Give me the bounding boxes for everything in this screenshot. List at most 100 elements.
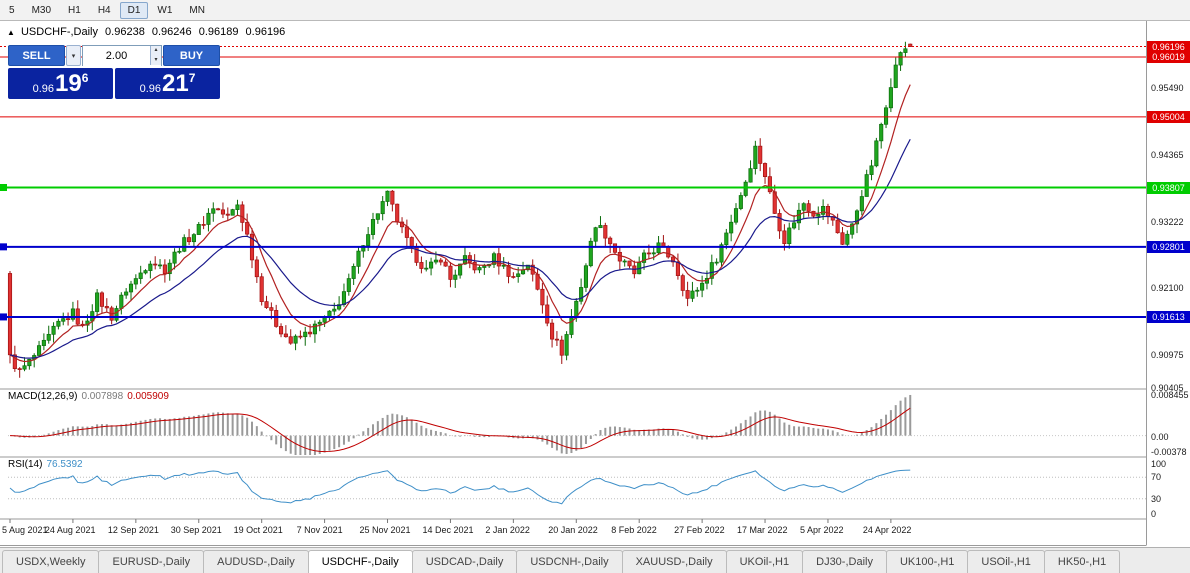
tab-usdx-weekly[interactable]: USDX,Weekly [2, 550, 100, 573]
candle-body [157, 264, 163, 267]
candle-body [806, 203, 811, 212]
volume-control[interactable]: ▴ ▾ [82, 45, 162, 66]
candle-body [269, 307, 274, 311]
tab-eurusd-daily[interactable]: EURUSD-,Daily [98, 550, 205, 573]
volume-up-button[interactable]: ▴ [151, 46, 161, 56]
level-line-handle[interactable] [0, 184, 7, 192]
rsi-axis-label: 0 [1151, 509, 1157, 519]
macd-name: MACD(12,26,9) [8, 391, 78, 402]
buy-price-big-digits: 21 [162, 69, 189, 97]
candle-body [714, 261, 719, 264]
timeframe-button-w1[interactable]: W1 [157, 4, 173, 16]
candle-body [893, 64, 898, 88]
candle-body [883, 107, 889, 125]
tab-usdcad-daily[interactable]: USDCAD-,Daily [411, 550, 518, 573]
x-axis-date-label: 30 Sep 2021 [170, 525, 222, 535]
candle-body [366, 234, 371, 246]
moving-average-slow [9, 138, 911, 359]
candle-body [724, 232, 729, 246]
candle-body [695, 289, 700, 292]
current-price-tag: 0.96196 [1147, 40, 1190, 53]
candle-body [758, 145, 763, 164]
sell-button[interactable]: SELL [8, 45, 65, 66]
candle-body [322, 317, 327, 323]
volume-input[interactable] [83, 46, 161, 66]
candle-body [114, 308, 119, 321]
tab-audusd-daily[interactable]: AUDUSD-,Daily [203, 550, 309, 573]
candle-body [796, 209, 801, 224]
buy-price-pipette: 7 [188, 71, 196, 85]
buy-price-display[interactable]: 0.96 21 7 [115, 68, 220, 99]
level-line-handle[interactable] [0, 243, 7, 251]
volume-spinner: ▴ ▾ [150, 46, 161, 65]
timeframe-button-d1[interactable]: D1 [119, 1, 149, 19]
candle-body [172, 251, 177, 264]
tab-xauusd-daily[interactable]: XAUUSD-,Daily [621, 550, 727, 573]
candle-body [254, 259, 259, 278]
candle-body [588, 240, 593, 267]
tab-hk50-h1[interactable]: HK50-,H1 [1043, 550, 1121, 573]
candle-body [235, 204, 240, 210]
x-axis-date-label: 7 Nov 2021 [296, 525, 343, 535]
macd-main-value: 0.007898 [81, 391, 124, 402]
candle-body [854, 210, 860, 225]
sell-price-prefix: 0.96 [32, 83, 55, 95]
candle-body [612, 243, 618, 253]
candle-body [879, 123, 884, 142]
candle-body [491, 253, 497, 265]
timeframe-button-h1[interactable]: H1 [68, 4, 81, 16]
tab-uk100-h1[interactable]: UK100-,H1 [885, 550, 969, 573]
rsi-line [9, 469, 911, 505]
sell-price-display[interactable]: 0.96 19 6 [8, 68, 113, 99]
buy-button[interactable]: BUY [163, 45, 220, 66]
candle-body [675, 261, 680, 276]
price-level-tag: 0.95004 [1147, 110, 1190, 123]
candle-body [356, 250, 361, 267]
candle-body [429, 261, 434, 269]
tab-usoil-h1[interactable]: USOil-,H1 [967, 550, 1045, 573]
candle-body [733, 208, 739, 223]
trade-panel-collapse-icon[interactable]: ▲ [7, 28, 15, 37]
candle-body [370, 219, 376, 235]
x-axis-date-label: 27 Feb 2022 [674, 525, 725, 535]
volume-down-button[interactable]: ▾ [151, 55, 161, 65]
chevron-down-icon: ▾ [71, 52, 76, 60]
candle-body [743, 181, 748, 196]
candle-body [274, 310, 279, 327]
candle-body [138, 272, 143, 279]
timeframe-button-mn[interactable]: MN [189, 4, 205, 16]
tab-dj30-daily[interactable]: DJ30-,Daily [802, 550, 887, 573]
price-level-tag: 0.93807 [1147, 181, 1190, 194]
x-axis-date-label: 12 Sep 2021 [107, 525, 159, 535]
x-axis-date-label: 5 Aug 2021 [2, 525, 48, 535]
candle-body [278, 326, 284, 335]
timeframe-button-m30[interactable]: M30 [31, 4, 52, 16]
candle-body [903, 48, 908, 53]
candle-body [187, 237, 192, 243]
candle-body [729, 221, 734, 234]
candle-body [148, 263, 153, 271]
candle-body [898, 52, 903, 66]
sell-price-big-digits: 19 [55, 69, 82, 97]
tab-usdchf-daily[interactable]: USDCHF-,Daily [307, 550, 413, 573]
timeframe-toolbar: 5 M30 H1 H4 D1 W1 MN [0, 0, 1190, 21]
candle-body [666, 246, 671, 258]
rsi-value: 76.5392 [46, 459, 83, 470]
candle-body [641, 252, 647, 263]
candle-body [409, 237, 414, 248]
level-line-handle[interactable] [0, 313, 7, 321]
candle-body [206, 212, 211, 225]
buy-price-prefix: 0.96 [139, 83, 162, 95]
tab-usdcnh-daily[interactable]: USDCNH-,Daily [516, 550, 623, 573]
timeframe-button-5[interactable]: 5 [9, 4, 15, 16]
candle-body [453, 274, 458, 280]
x-axis-date-label: 5 Apr 2022 [799, 525, 844, 535]
candle-body [850, 223, 855, 235]
volume-preset-dropdown[interactable]: ▾ [66, 45, 81, 66]
candle-body [709, 262, 714, 279]
candle-body [772, 191, 777, 214]
timeframe-button-h4[interactable]: H4 [97, 4, 111, 16]
candle-body [448, 265, 453, 280]
tab-ukoil-h1[interactable]: UKOil-,H1 [725, 550, 804, 573]
